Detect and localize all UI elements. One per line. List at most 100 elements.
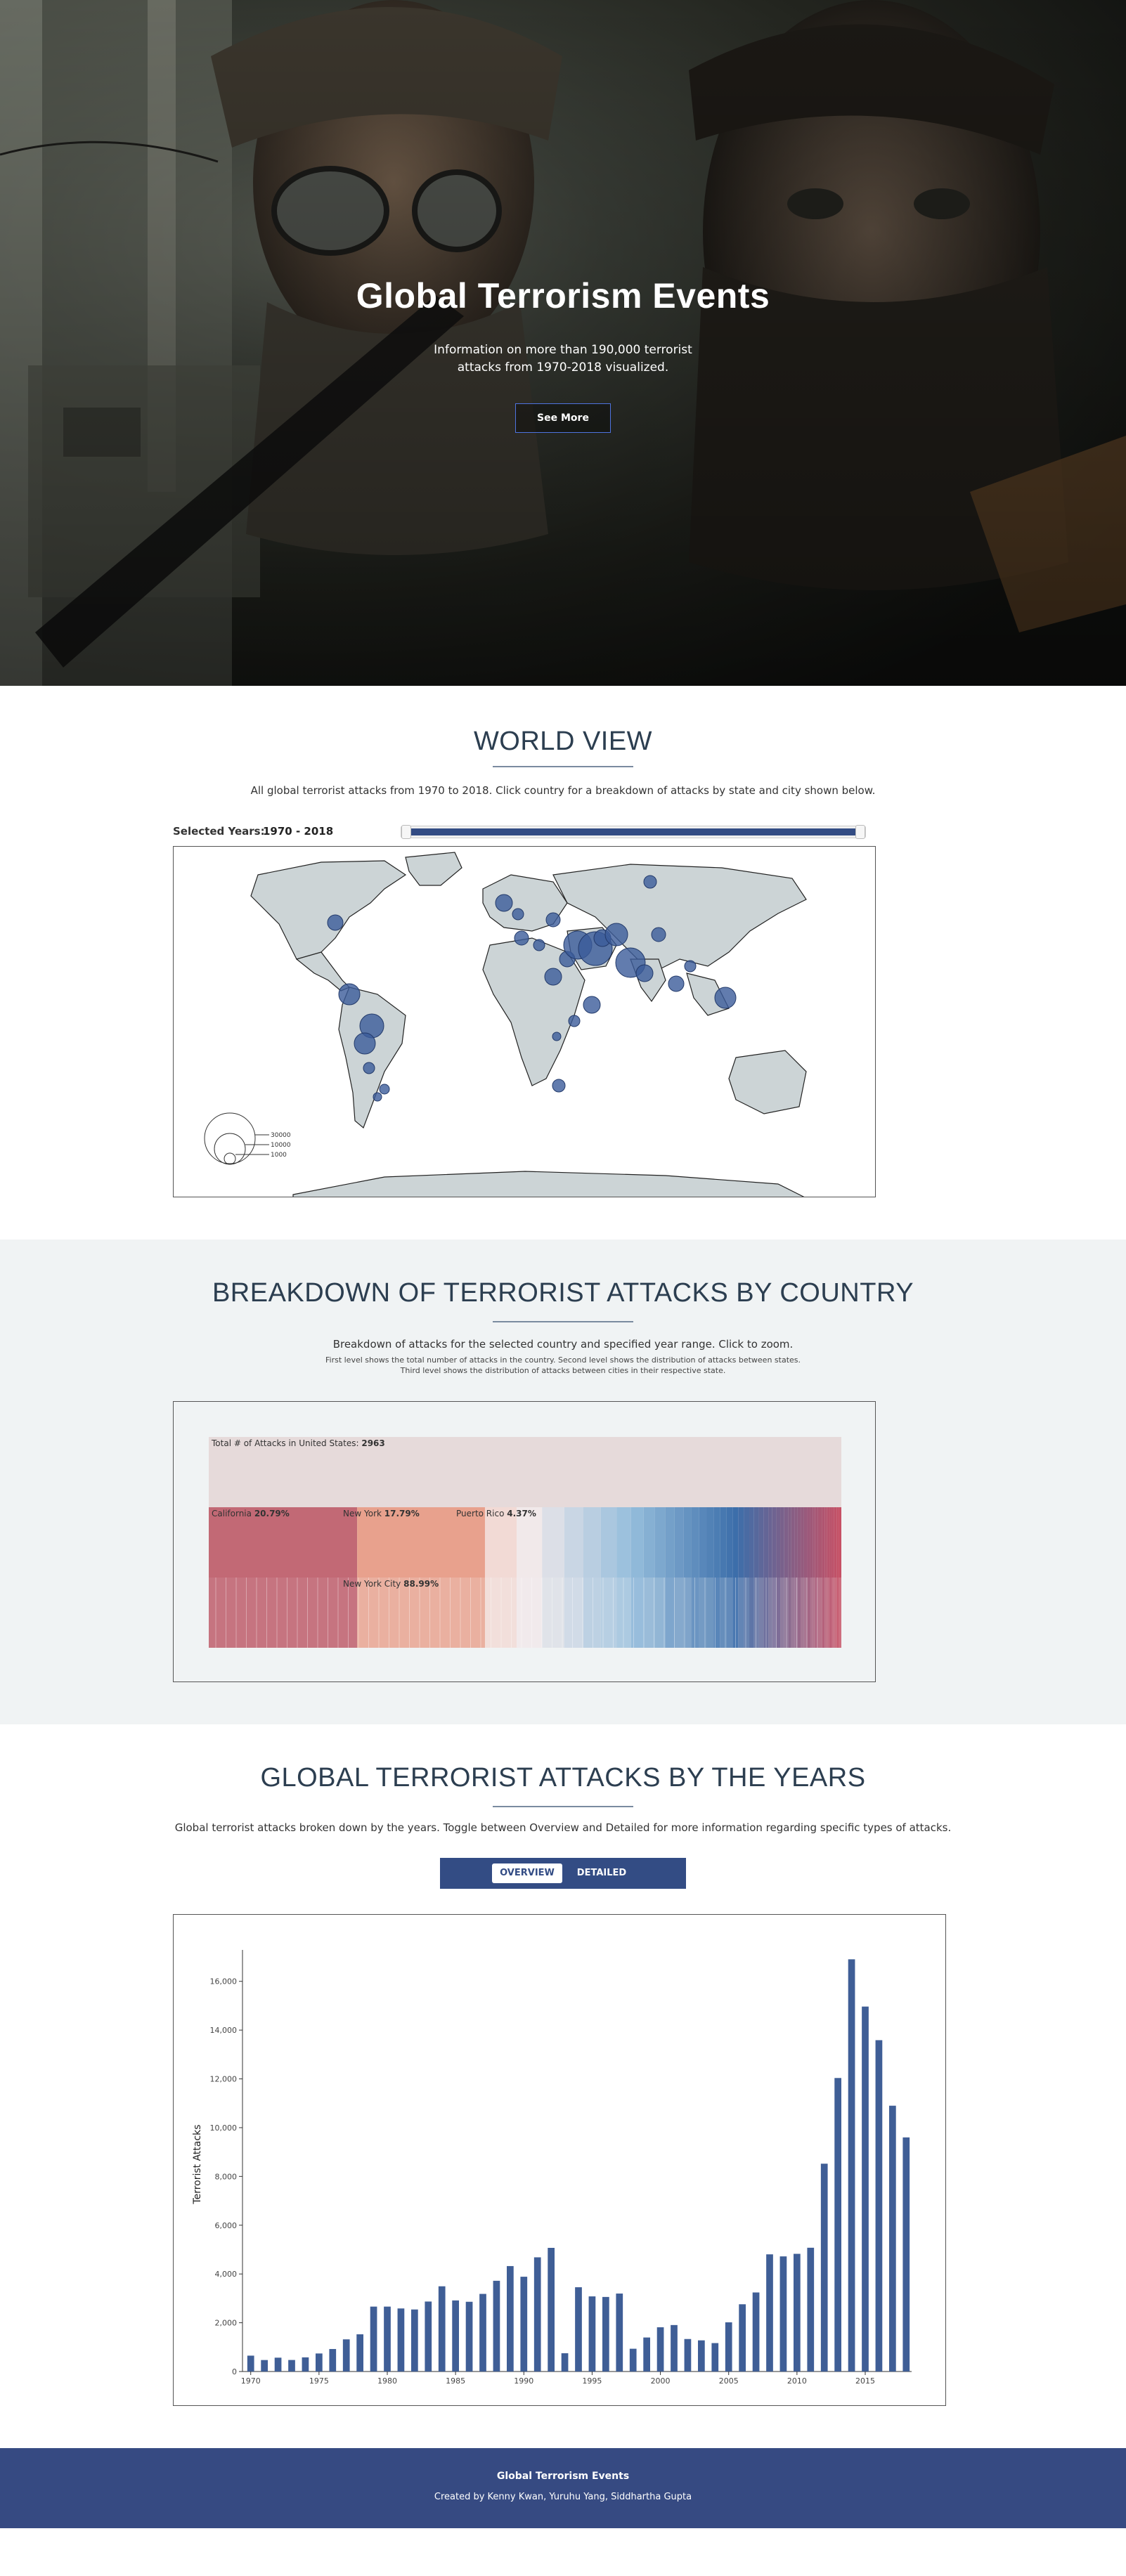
world-map[interactable]: 30000 10000 1000 bbox=[173, 846, 876, 1197]
icicle-state-cell[interactable] bbox=[763, 1507, 769, 1578]
bar-1991[interactable] bbox=[533, 2257, 541, 2372]
icicle-city-cell[interactable] bbox=[654, 1578, 666, 1648]
icicle-state-cell[interactable] bbox=[738, 1507, 744, 1578]
bar-2018[interactable] bbox=[902, 2137, 910, 2372]
icicle-city-cell[interactable] bbox=[801, 1578, 804, 1648]
icicle-city-cell[interactable] bbox=[831, 1578, 834, 1648]
bar-2014[interactable] bbox=[848, 1959, 855, 2372]
bar-1994[interactable] bbox=[575, 2287, 582, 2372]
bar-2002[interactable] bbox=[684, 2338, 692, 2372]
icicle-state-cell[interactable] bbox=[691, 1507, 699, 1578]
icicle-state-cell[interactable] bbox=[822, 1507, 825, 1578]
icicle-state-cell[interactable] bbox=[791, 1507, 795, 1578]
icicle-state-cell[interactable] bbox=[749, 1507, 754, 1578]
icicle-city-cell[interactable] bbox=[699, 1578, 707, 1648]
bar-2004[interactable] bbox=[711, 2343, 719, 2372]
overview-toggle-button[interactable]: OVERVIEW bbox=[492, 1863, 562, 1883]
icicle-state-cell[interactable] bbox=[643, 1507, 655, 1578]
icicle-city-cell[interactable] bbox=[720, 1578, 727, 1648]
icicle-city-cell[interactable] bbox=[738, 1578, 744, 1648]
bar-1996[interactable] bbox=[602, 2296, 609, 2372]
icicle-state-cell[interactable] bbox=[834, 1507, 837, 1578]
icicle-city-cell[interactable] bbox=[517, 1578, 543, 1648]
bar-1970[interactable] bbox=[247, 2355, 254, 2372]
icicle-city-cell[interactable] bbox=[803, 1578, 808, 1648]
icicle-state-cell[interactable] bbox=[726, 1507, 733, 1578]
icicle-city-cell[interactable] bbox=[665, 1578, 675, 1648]
bar-2003[interactable] bbox=[698, 2340, 705, 2372]
icicle-state-cell[interactable] bbox=[817, 1507, 820, 1578]
icicle-state-cell[interactable] bbox=[713, 1507, 720, 1578]
bar-2005[interactable] bbox=[725, 2322, 732, 2372]
icicle-chart[interactable]: Total # of Attacks in United States: 296… bbox=[173, 1401, 876, 1682]
bar-2017[interactable] bbox=[889, 2105, 896, 2372]
see-more-button[interactable]: See More bbox=[515, 403, 611, 433]
bar-1986[interactable] bbox=[465, 2301, 473, 2372]
icicle-state-cell[interactable] bbox=[517, 1507, 543, 1578]
icicle-city-cell[interactable] bbox=[772, 1578, 777, 1648]
icicle-state-cell[interactable] bbox=[780, 1507, 784, 1578]
icicle-city-cell[interactable] bbox=[815, 1578, 818, 1648]
icicle-state-cell[interactable] bbox=[630, 1507, 644, 1578]
icicle-city-cell[interactable] bbox=[768, 1578, 772, 1648]
icicle-city-cell[interactable] bbox=[616, 1578, 631, 1648]
icicle-city-cell[interactable] bbox=[834, 1578, 837, 1648]
icicle-state-cell[interactable] bbox=[209, 1507, 358, 1578]
bar-1993[interactable] bbox=[561, 2353, 569, 2372]
detailed-toggle-button[interactable]: DETAILED bbox=[576, 1868, 627, 1878]
bar-2009[interactable] bbox=[779, 2256, 787, 2372]
bar-1990[interactable] bbox=[520, 2277, 528, 2372]
bar-2001[interactable] bbox=[671, 2324, 678, 2372]
icicle-city-cell[interactable] bbox=[829, 1578, 832, 1648]
icicle-level-states[interactable] bbox=[209, 1507, 841, 1578]
icicle-city-cell[interactable] bbox=[780, 1578, 784, 1648]
year-range-slider[interactable] bbox=[401, 825, 866, 839]
bar-2015[interactable] bbox=[862, 2006, 869, 2372]
bar-1992[interactable] bbox=[548, 2248, 555, 2372]
icicle-city-cell[interactable] bbox=[788, 1578, 791, 1648]
bar-1984[interactable] bbox=[438, 2286, 446, 2372]
icicle-state-cell[interactable] bbox=[600, 1507, 617, 1578]
icicle-city-cell[interactable] bbox=[713, 1578, 720, 1648]
bar-1972[interactable] bbox=[274, 2357, 282, 2372]
icicle-state-cell[interactable] bbox=[564, 1507, 583, 1578]
icicle-state-cell[interactable] bbox=[616, 1507, 631, 1578]
bar-2013[interactable] bbox=[834, 2078, 841, 2372]
bar-1995[interactable] bbox=[588, 2296, 596, 2372]
icicle-state-cell[interactable] bbox=[699, 1507, 707, 1578]
icicle-city-cell[interactable] bbox=[822, 1578, 825, 1648]
bar-2000[interactable] bbox=[656, 2327, 664, 2372]
icicle-city-cell[interactable] bbox=[726, 1578, 733, 1648]
bar-2012[interactable] bbox=[820, 2164, 828, 2372]
bar-2006[interactable] bbox=[739, 2304, 746, 2372]
icicle-state-cell[interactable] bbox=[815, 1507, 818, 1578]
icicle-state-cell[interactable] bbox=[665, 1507, 675, 1578]
icicle-city-cell[interactable] bbox=[749, 1578, 754, 1648]
icicle-city-cell[interactable] bbox=[817, 1578, 820, 1648]
icicle-city-cell[interactable] bbox=[836, 1578, 839, 1648]
bar-1976[interactable] bbox=[329, 2348, 337, 2372]
bar-1975[interactable] bbox=[316, 2353, 323, 2372]
icicle-city-cell[interactable] bbox=[753, 1578, 759, 1648]
bar-1981[interactable] bbox=[397, 2308, 405, 2372]
bar-2010[interactable] bbox=[794, 2253, 801, 2372]
icicle-city-cell[interactable] bbox=[683, 1578, 692, 1648]
icicle-city-cell[interactable] bbox=[357, 1578, 485, 1648]
icicle-state-cell[interactable] bbox=[542, 1507, 564, 1578]
icicle-city-cell[interactable] bbox=[643, 1578, 655, 1648]
icicle-state-cell[interactable] bbox=[813, 1507, 815, 1578]
icicle-state-cell[interactable] bbox=[683, 1507, 692, 1578]
icicle-city-cell[interactable] bbox=[810, 1578, 813, 1648]
icicle-state-cell[interactable] bbox=[674, 1507, 684, 1578]
icicle-state-cell[interactable] bbox=[836, 1507, 839, 1578]
bar-1974[interactable] bbox=[302, 2357, 309, 2372]
icicle-state-cell[interactable] bbox=[706, 1507, 714, 1578]
bar-1980[interactable] bbox=[384, 2306, 391, 2372]
bar-1997[interactable] bbox=[616, 2294, 623, 2372]
icicle-state-cell[interactable] bbox=[829, 1507, 832, 1578]
bar-1988[interactable] bbox=[493, 2280, 500, 2372]
icicle-state-cell[interactable] bbox=[357, 1507, 485, 1578]
icicle-state-cell[interactable] bbox=[784, 1507, 789, 1578]
icicle-city-cell[interactable] bbox=[691, 1578, 699, 1648]
year-slider-start-handle[interactable] bbox=[401, 825, 411, 839]
